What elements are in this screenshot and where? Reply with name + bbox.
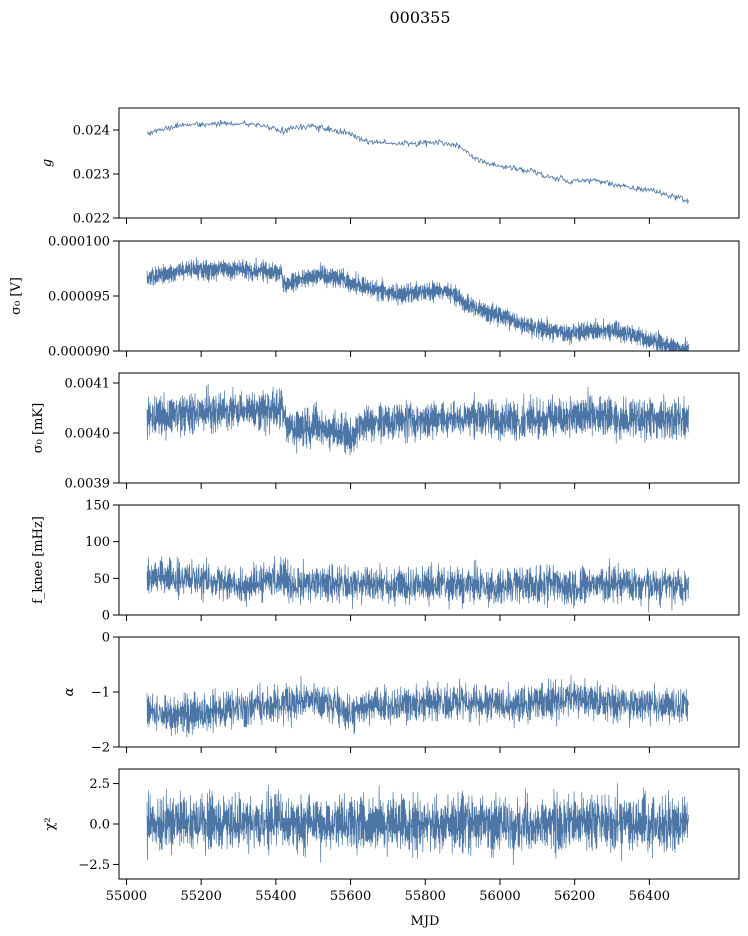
x-tick-label: 55200 (180, 889, 221, 904)
y-axis-label-sigma0-v: σ₀ [V] (9, 277, 24, 315)
series-line-sigma0-mk (146, 383, 689, 456)
x-tick-label: 55800 (405, 889, 446, 904)
y-tick-label-sigma0-mk: 0.0039 (65, 477, 111, 492)
y-tick-label-sigma0-mk: 0.0041 (65, 377, 111, 392)
y-tick-label-chi2: 0.0 (89, 818, 110, 833)
subplots: 0.0220.0230.024g0.0000900.0000950.000100… (9, 107, 740, 904)
panel-chi2: −2.5 0.0 2.5 55000 55200 55400 55600 55800 56000… (43, 768, 740, 904)
y-tick-label-fknee: 0 (102, 609, 110, 624)
y-tick-label-fknee: 50 (93, 572, 110, 587)
y-axis-label-fknee: f_knee [mHz] (31, 516, 46, 604)
y-axis-label-alpha: α (62, 687, 77, 696)
x-axis-label: MJD (411, 914, 440, 929)
y-tick-label-sigma0-v: 0.000100 (48, 235, 110, 250)
y-tick-label-alpha: 0 (102, 631, 110, 646)
panel-sigma0-v: 0.000090 0.000095 0.000100 σ₀ [V] (9, 235, 740, 360)
x-tick-label: 56200 (554, 889, 595, 904)
y-tick-label-fknee: 100 (85, 535, 110, 550)
x-tick-label: 56000 (479, 889, 520, 904)
y-axis-label-chi2: χ² (43, 817, 58, 830)
panel-alpha: −2 −1 0 α (62, 631, 740, 756)
series-line-chi2 (146, 783, 689, 866)
figure-title: 000355 (389, 8, 450, 27)
x-tick-label: 55400 (255, 889, 296, 904)
axes-frame-fknee (118, 504, 740, 616)
x-tick-label: 55600 (330, 889, 371, 904)
y-tick-label-chi2: −2.5 (78, 858, 110, 873)
y-tick-label-alpha: −2 (91, 741, 110, 756)
axes-frame-sigma0-mk (118, 372, 740, 484)
y-tick-label-fknee: 150 (85, 499, 110, 514)
panel-g: 0.022 0.023 0.024 g (40, 107, 740, 227)
x-tick-label: 56400 (629, 889, 670, 904)
y-tick-label-sigma0-v: 0.000090 (48, 345, 110, 360)
series-line-sigma0-v (146, 257, 689, 351)
y-tick-label-g: 0.024 (73, 124, 110, 139)
y-tick-label-g: 0.022 (73, 212, 110, 227)
y-tick-label-chi2: 2.5 (89, 777, 110, 792)
y-tick-label-sigma0-mk: 0.0040 (65, 427, 111, 442)
y-tick-label-sigma0-v: 0.000095 (48, 290, 110, 305)
panel-sigma0-mk: 0.0039 0.0040 0.0041 σ₀ [mK] (31, 372, 740, 492)
series-line-alpha (146, 675, 689, 738)
y-axis-label-g: g (40, 159, 55, 167)
panel-fknee: 0 50 100 150 f_knee [mHz] (31, 499, 740, 624)
y-tick-label-alpha: −1 (91, 686, 110, 701)
series-line-fknee (146, 555, 689, 613)
series-line-g (146, 119, 689, 205)
y-tick-label-g: 0.023 (73, 168, 110, 183)
x-tick-label: 55000 (106, 889, 147, 904)
y-axis-label-sigma0-mk: σ₀ [mK] (31, 403, 46, 453)
axes-frame-g (118, 107, 740, 219)
